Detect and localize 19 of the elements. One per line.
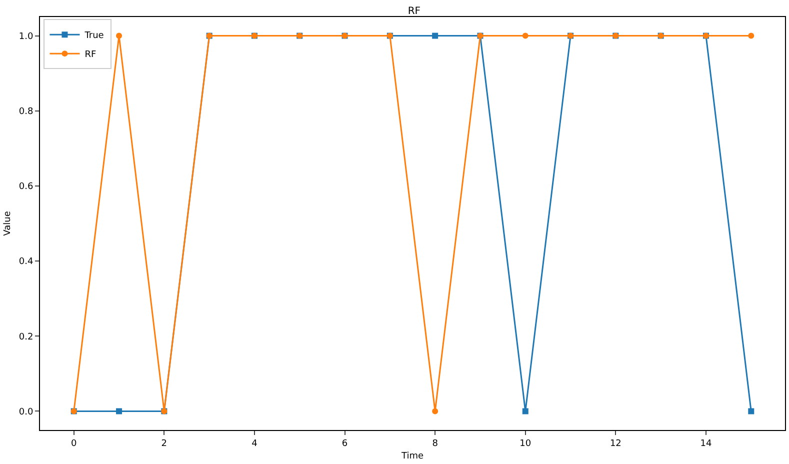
x-axis-title: Time (400, 452, 424, 462)
x-tick-label: 14 (700, 438, 712, 449)
x-tick-label: 12 (610, 438, 622, 449)
legend-label: RF (84, 50, 96, 60)
x-tick-label: 4 (252, 438, 258, 449)
x-tick-label: 10 (520, 438, 532, 449)
y-tick-label: 1.0 (18, 32, 34, 42)
y-axis-title: Value (3, 210, 14, 236)
y-tick-label: 0.6 (18, 182, 34, 192)
y-tick-label: 0.0 (18, 407, 34, 418)
x-tick-label: 2 (161, 438, 168, 449)
chart-title: RF (408, 6, 421, 17)
x-tick-label: 8 (432, 438, 438, 449)
x-tick-label: 6 (342, 438, 348, 449)
legend-label: True (84, 31, 104, 42)
y-tick-label: 0.2 (18, 332, 34, 342)
y-tick-label: 0.8 (18, 107, 34, 118)
y-tick-label: 0.4 (18, 257, 34, 268)
x-tick-label: 0 (70, 438, 77, 449)
